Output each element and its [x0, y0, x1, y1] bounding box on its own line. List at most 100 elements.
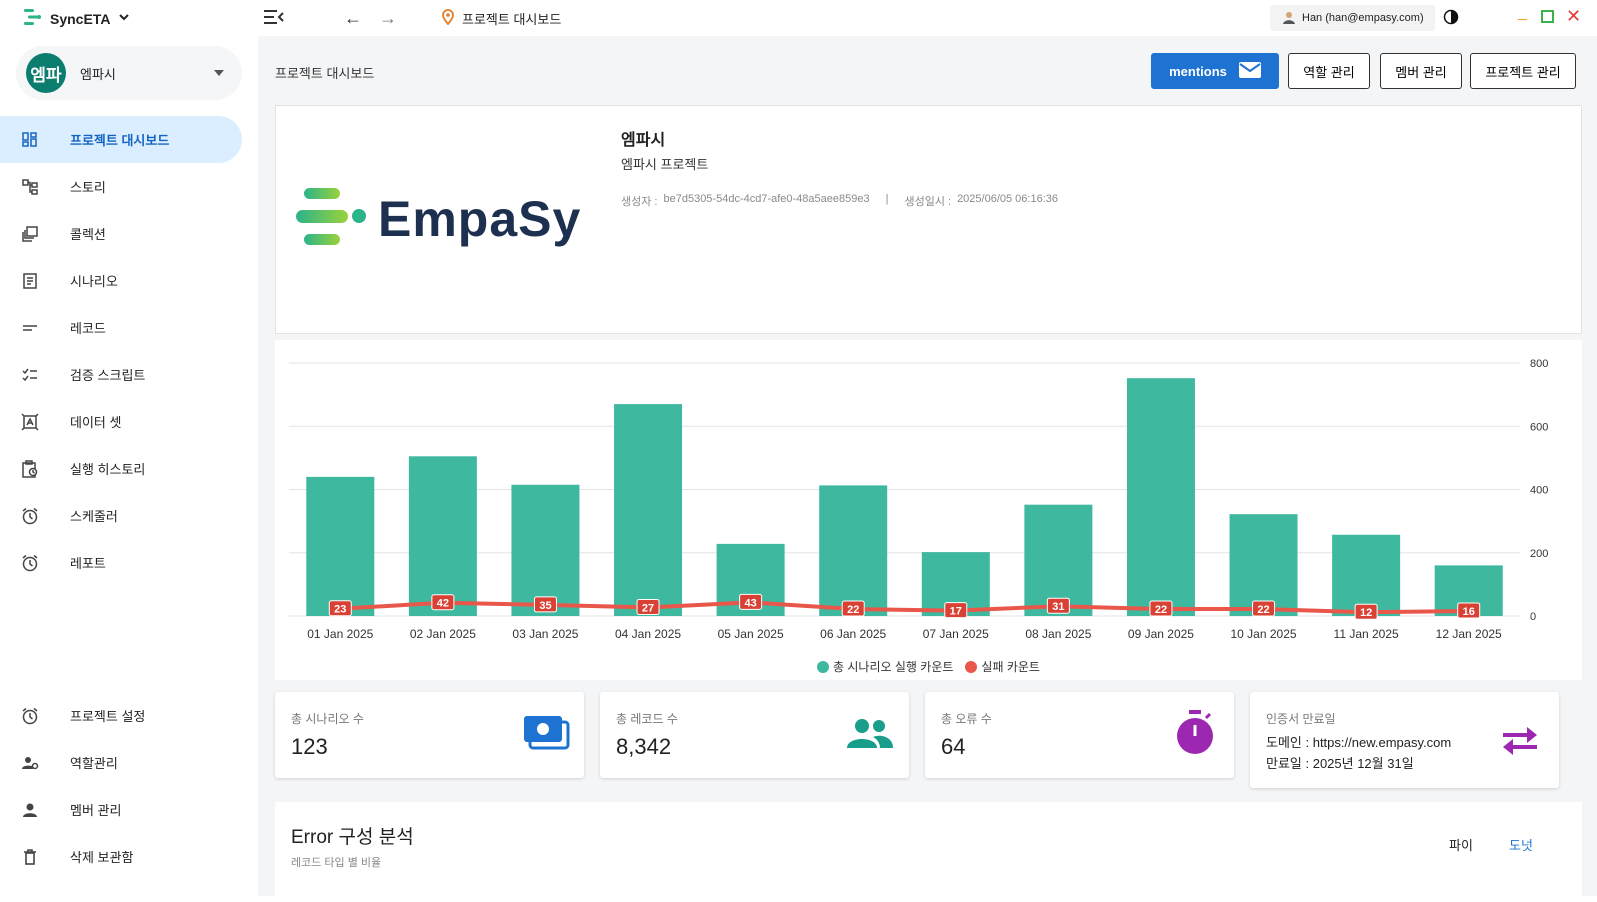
mentions-button[interactable]: mentions — [1151, 53, 1279, 89]
sidebar-item-dashboard[interactable]: 프로젝트 대시보드 — [0, 116, 242, 163]
bar — [1024, 504, 1093, 616]
x-tick-label: 01 Jan 2025 — [307, 627, 373, 641]
y-tick-label: 0 — [1530, 611, 1536, 623]
sidebar-item-member-management[interactable]: 멤버 관리 — [0, 786, 242, 833]
dropdown-caret-icon[interactable] — [214, 70, 224, 76]
sidebar-item-role-management[interactable]: 역할관리 — [0, 739, 242, 786]
failure-line — [340, 600, 1469, 615]
error-section-title: Error 구성 분석 — [291, 827, 414, 848]
sidebar-item-scheduler[interactable]: 스케줄러 — [0, 492, 242, 539]
role-management-button[interactable]: 역할 관리 — [1288, 53, 1370, 89]
data-label: 23 — [334, 604, 346, 616]
data-label-box — [328, 600, 352, 617]
sidebar-item-label: 검증 스크립트 — [70, 368, 146, 383]
sidebar-item-collection[interactable]: 콜렉션 — [0, 210, 242, 257]
org-selector[interactable]: 엠파 엠파시 — [16, 46, 242, 100]
org-avatar: 엠파 — [26, 53, 66, 93]
maximize-icon[interactable] — [1541, 10, 1554, 23]
sidebar-item-label: 시나리오 — [70, 274, 118, 289]
sidebar-item-record[interactable]: 레코드 — [0, 304, 242, 351]
project-name: 엠파시 — [621, 132, 666, 149]
main-content: 프로젝트 대시보드 mentions 역할 관리 멤버 관리 프로젝트 관리 — [258, 36, 1597, 902]
sidebar-item-label: 데이터 셋 — [70, 415, 122, 430]
back-arrow-icon[interactable]: ← — [344, 8, 362, 28]
meta-separator: | — [885, 193, 889, 205]
data-label: 22 — [1155, 604, 1167, 616]
data-label-box — [944, 602, 968, 619]
bar — [306, 476, 375, 616]
forward-arrow-icon[interactable]: → — [379, 8, 397, 28]
legend-item-failed[interactable]: 실패 카운트 — [965, 658, 1040, 675]
mentions-label: mentions — [1169, 63, 1227, 79]
sidebar-item-scenario[interactable]: 시나리오 — [0, 257, 242, 304]
chevron-down-icon[interactable] — [118, 11, 130, 26]
scenario-icon — [21, 272, 39, 290]
data-label: 16 — [1463, 606, 1475, 618]
history-icon — [21, 459, 39, 478]
sidebar-item-story[interactable]: 스토리 — [0, 163, 242, 210]
sidebar-item-label: 레코드 — [70, 321, 106, 336]
close-icon[interactable]: ✕ — [1566, 6, 1582, 26]
legend-item-total[interactable]: 총 시나리오 실행 카운트 — [817, 658, 953, 675]
bar — [1229, 514, 1298, 616]
stat-value: 123 — [291, 734, 328, 759]
minimize-icon[interactable]: _ — [1518, 4, 1527, 21]
data-label: 22 — [1257, 604, 1269, 616]
cert-expiry-card: 인증서 만료일 도메인 : https://new.empasy.com 만료일… — [1250, 692, 1559, 788]
sidebar-item-run-history[interactable]: 실행 히스토리 — [0, 445, 242, 492]
sidebar-item-report[interactable]: 레포트 — [0, 539, 242, 586]
x-tick-label: 12 Jan 2025 — [1436, 627, 1502, 641]
legend-label: 총 시나리오 실행 카운트 — [833, 660, 954, 674]
sidebar-item-trash[interactable]: 삭제 보관함 — [0, 833, 242, 880]
sidebar-item-label: 역할관리 — [70, 756, 118, 771]
project-info-card: EmpaSy 엠파시 엠파시 프로젝트 생성자 : be7d5305-54dc-… — [275, 105, 1582, 334]
sidebar-item-validation-script[interactable]: 검증 스크립트 — [0, 351, 242, 398]
chart-legend: 총 시나리오 실행 카운트 실패 카운트 — [275, 658, 1582, 675]
app-brand[interactable]: SyncETA — [22, 8, 130, 29]
empasy-logo-icon — [296, 186, 368, 251]
breadcrumb: 프로젝트 대시보드 — [442, 9, 561, 28]
created-label: 생성일시 : — [904, 196, 952, 208]
tab-donut[interactable]: 도넛 — [1509, 838, 1533, 853]
sidebar-item-label: 스토리 — [70, 180, 106, 195]
stat-label: 총 오류 수 — [941, 712, 992, 726]
stat-value: 64 — [941, 734, 966, 759]
member-management-button[interactable]: 멤버 관리 — [1380, 53, 1462, 89]
record-icon — [21, 319, 39, 337]
alarm-icon — [21, 707, 39, 725]
data-label-box — [739, 593, 763, 610]
cert-expiry: 만료일 : 2025년 12월 31일 — [1266, 756, 1414, 771]
avatar — [1282, 10, 1296, 27]
data-label: 35 — [539, 600, 551, 612]
tab-pie[interactable]: 파이 — [1449, 838, 1473, 853]
sidebar: 엠파 엠파시 프로젝트 대시보드 스토리 콜렉션 시나리오 레코드 — [0, 36, 258, 896]
data-label-box — [636, 598, 660, 615]
x-tick-label: 02 Jan 2025 — [410, 627, 476, 641]
menu-collapse-icon[interactable] — [264, 9, 284, 28]
x-tick-label: 08 Jan 2025 — [1025, 627, 1091, 641]
y-tick-label: 800 — [1530, 358, 1548, 370]
project-management-button[interactable]: 프로젝트 관리 — [1470, 53, 1576, 89]
legend-dot — [965, 660, 978, 673]
data-label-box — [431, 594, 455, 611]
sidebar-item-label: 실행 히스토리 — [70, 462, 146, 477]
user-chip[interactable]: Han (han@empasy.com) — [1270, 5, 1435, 31]
stat-card-records: 총 레코드 수 8,342 — [600, 692, 909, 778]
location-pin-icon — [442, 9, 454, 28]
error-section-subtitle: 레코드 타입 별 비율 — [291, 857, 382, 869]
y-tick-label: 200 — [1530, 548, 1548, 560]
user-name: Han (han@empasy.com) — [1302, 12, 1424, 24]
sidebar-item-dataset[interactable]: 데이터 셋 — [0, 398, 242, 445]
dashboard-icon — [21, 131, 39, 149]
creator-id: be7d5305-54dc-4cd7-afe0-48a5aee859e3 — [663, 193, 870, 205]
x-tick-label: 09 Jan 2025 — [1128, 627, 1194, 641]
app-logo-icon — [22, 8, 42, 29]
sidebar-item-project-settings[interactable]: 프로젝트 설정 — [0, 692, 242, 739]
data-label: 12 — [1360, 607, 1372, 619]
data-label: 17 — [950, 606, 962, 618]
theme-toggle-icon[interactable] — [1443, 9, 1459, 28]
breadcrumb-label: 프로젝트 대시보드 — [462, 12, 562, 27]
data-label-box — [533, 596, 557, 613]
alarm-icon — [21, 507, 39, 525]
role-icon — [21, 754, 39, 772]
